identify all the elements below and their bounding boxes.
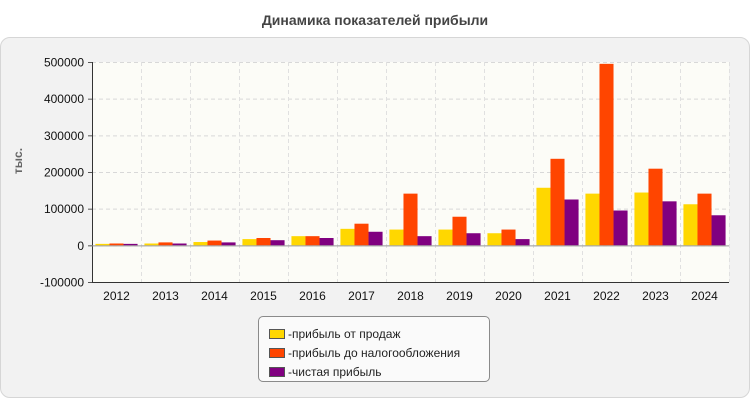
legend-item: - прибыль от продаж (269, 324, 489, 343)
bar-2021-s1 (550, 158, 565, 246)
bar-2013-s1 (158, 242, 173, 246)
bar-2017-s0 (340, 228, 355, 246)
bar-2021-s2 (564, 199, 579, 246)
bar-2015-s1 (256, 238, 271, 246)
x-tick-label: 2018 (397, 289, 424, 303)
bar-2013-s0 (144, 243, 159, 246)
bar-2019-s1 (452, 216, 467, 246)
chart-title: Динамика показателей прибыли (261, 12, 489, 28)
x-tick-label: 2020 (495, 289, 522, 303)
bar-2023-s0 (634, 192, 649, 246)
x-tick-label: 2016 (299, 289, 326, 303)
bar-2024-s1 (697, 193, 712, 246)
y-tick-label: -100000 (40, 276, 84, 290)
x-tick-label: 2013 (152, 289, 179, 303)
y-tick-label: 400000 (44, 92, 84, 106)
x-tick-label: 2022 (593, 289, 620, 303)
legend-swatch-sales-profit (269, 328, 285, 339)
bar-2021-s0 (536, 187, 551, 246)
bar-2020-s2 (515, 239, 530, 246)
x-tick-label: 2014 (201, 289, 228, 303)
legend-item: - прибыль до налогообложения (269, 343, 489, 362)
bar-2018-s1 (403, 193, 418, 246)
y-tick-label: 0 (77, 239, 84, 253)
legend-swatch-pretax-profit (269, 347, 285, 358)
legend-prefix: - (288, 364, 292, 379)
y-tick-label: 500000 (44, 56, 84, 70)
bar-2012-s2 (123, 243, 138, 246)
x-tick-label: 2023 (642, 289, 669, 303)
legend-prefix: - (288, 345, 292, 360)
bar-2024-s2 (711, 215, 726, 246)
bar-2022-s0 (585, 193, 600, 246)
bars-layer (95, 63, 726, 246)
bar-2014-s2 (221, 242, 236, 246)
bar-2016-s1 (305, 236, 320, 246)
bar-2022-s2 (613, 210, 628, 246)
legend-label-sales-profit: прибыль от продаж (292, 326, 401, 341)
bar-2020-s0 (487, 233, 502, 246)
legend-prefix: - (288, 326, 292, 341)
bar-2022-s1 (599, 63, 614, 246)
bar-2015-s2 (270, 240, 285, 246)
bar-2018-s2 (417, 236, 432, 246)
legend-label-pretax-profit: прибыль до налогообложения (292, 345, 461, 360)
legend-label-net-profit: чистая прибыль (292, 364, 382, 379)
y-axis-label: тыс. (11, 148, 25, 174)
bar-2016-s0 (291, 236, 306, 246)
bar-2012-s0 (95, 243, 110, 246)
legend-swatch-net-profit (269, 366, 285, 377)
x-tick-label: 2024 (691, 289, 718, 303)
x-tick-label: 2019 (446, 289, 473, 303)
axis-layer: -100000 0 100000 200000 300000 400000 500000 20… (40, 56, 729, 303)
bar-2019-s2 (466, 233, 481, 246)
bar-2018-s0 (389, 229, 404, 246)
bar-2023-s2 (662, 201, 677, 246)
x-tick-label: 2012 (103, 289, 130, 303)
bar-2019-s0 (438, 229, 453, 246)
bar-2024-s0 (683, 204, 698, 246)
legend: - прибыль от продаж - прибыль до налогоо… (258, 316, 490, 382)
bar-2020-s1 (501, 229, 516, 246)
bar-2017-s2 (368, 231, 383, 246)
bar-2014-s1 (207, 240, 222, 246)
bar-2013-s2 (172, 243, 187, 246)
x-tick-label: 2015 (250, 289, 277, 303)
bar-2014-s0 (193, 242, 208, 246)
x-tick-label: 2021 (544, 289, 571, 303)
x-tick-label: 2017 (348, 289, 375, 303)
y-tick-label: 100000 (44, 202, 84, 216)
bar-2015-s0 (242, 239, 257, 246)
y-tick-label: 200000 (44, 166, 84, 180)
bar-2023-s1 (648, 168, 663, 246)
y-tick-label: 300000 (44, 129, 84, 143)
bar-2016-s2 (319, 238, 334, 246)
bar-2012-s1 (109, 243, 124, 246)
legend-item: - чистая прибыль (269, 362, 489, 381)
bar-2017-s1 (354, 223, 369, 246)
